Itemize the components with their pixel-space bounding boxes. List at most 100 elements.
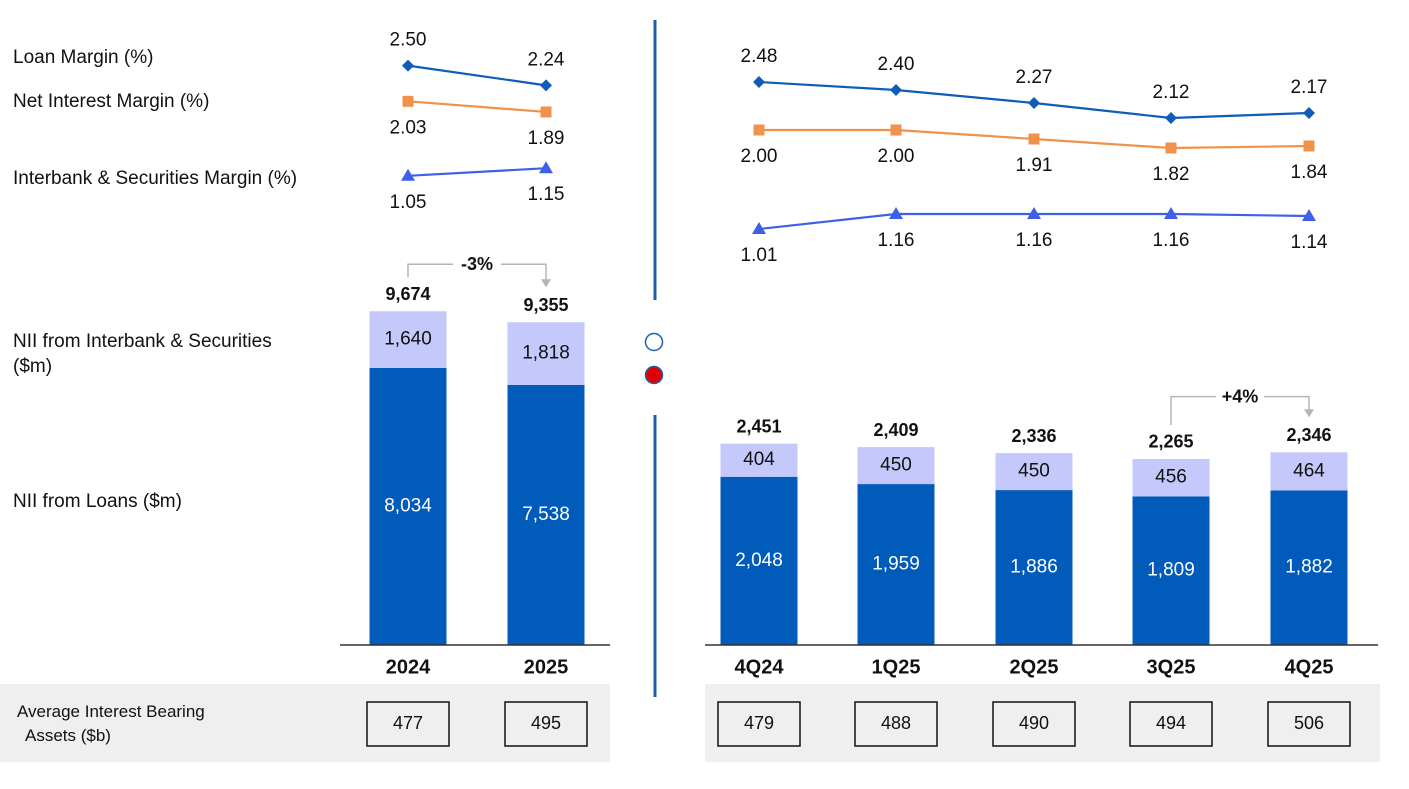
assets-box xyxy=(1267,701,1351,747)
bar xyxy=(995,490,1073,645)
assets-value: 477 xyxy=(393,713,423,733)
assets-box xyxy=(504,701,588,747)
x-tick-label: 1Q25 xyxy=(872,656,921,678)
bar xyxy=(857,447,935,485)
change-label-bg xyxy=(1216,384,1264,409)
data-label: 1.82 xyxy=(1153,164,1190,185)
legend-label: Net Interest Margin (%) xyxy=(13,91,210,112)
data-label: 2.40 xyxy=(878,54,915,75)
bar xyxy=(1270,452,1348,491)
marker xyxy=(890,84,902,96)
data-label: 450 xyxy=(880,455,912,476)
data-label: 1,640 xyxy=(384,329,432,350)
assets-value: 488 xyxy=(881,713,911,733)
change-label: +4% xyxy=(1222,386,1259,406)
bar xyxy=(369,311,447,368)
total-label: 2,336 xyxy=(1011,426,1056,446)
assets-band xyxy=(0,684,610,762)
data-label: 456 xyxy=(1155,467,1187,488)
bar xyxy=(1132,496,1210,645)
marker xyxy=(753,76,765,88)
change-arrow xyxy=(541,279,551,288)
data-label: 2,048 xyxy=(735,550,783,571)
data-label: 2.00 xyxy=(878,146,915,167)
change-label: -3% xyxy=(461,254,493,274)
data-label: 2.00 xyxy=(741,146,778,167)
data-label: 1,882 xyxy=(1285,557,1333,578)
change-label-bg xyxy=(453,252,501,277)
data-label: 1.05 xyxy=(390,192,427,213)
data-label: 1.14 xyxy=(1291,232,1328,253)
data-label: 1.84 xyxy=(1291,162,1328,183)
marker xyxy=(889,207,903,219)
marker xyxy=(402,59,414,72)
data-label: 8,034 xyxy=(384,495,432,516)
marker xyxy=(1028,97,1040,109)
total-label: 9,674 xyxy=(385,284,430,304)
bar xyxy=(995,453,1073,491)
total-label: 2,346 xyxy=(1286,425,1331,445)
data-label: 2.12 xyxy=(1153,82,1190,103)
x-tick-label: 4Q24 xyxy=(735,656,785,678)
data-label: 1,818 xyxy=(522,343,570,364)
legend-label: Interbank & Securities Margin (%) xyxy=(13,168,298,189)
change-arrow xyxy=(1304,409,1314,418)
data-label: 1,809 xyxy=(1147,560,1195,581)
bar xyxy=(720,443,798,477)
data-label: 1.16 xyxy=(878,230,915,251)
x-tick-label: 4Q25 xyxy=(1285,656,1334,678)
assets-box xyxy=(854,701,938,747)
x-tick-label: 2025 xyxy=(524,656,569,678)
data-label: 1.16 xyxy=(1153,230,1190,251)
nav-dot[interactable] xyxy=(644,365,664,385)
data-label: 404 xyxy=(743,449,775,470)
assets-box xyxy=(717,701,801,747)
assets-box xyxy=(992,701,1076,747)
assets-label: Average Interest Bearing Assets ($b) xyxy=(17,702,205,745)
total-label: 2,451 xyxy=(736,416,781,436)
marker xyxy=(1302,209,1316,221)
data-label: 1.15 xyxy=(528,184,565,205)
data-label: 1.91 xyxy=(1016,155,1053,176)
marker xyxy=(1028,133,1040,145)
assets-value: 494 xyxy=(1156,713,1186,733)
data-label: 450 xyxy=(1018,461,1050,482)
marker xyxy=(1165,112,1177,124)
legend-label: NII from Interbank & Securities ($m) xyxy=(13,331,272,377)
data-label: 7,538 xyxy=(522,504,570,525)
data-label: 1,959 xyxy=(872,554,920,575)
line xyxy=(407,167,547,177)
marker xyxy=(753,124,765,136)
total-label: 9,355 xyxy=(523,295,568,315)
data-label: 2.17 xyxy=(1291,77,1328,98)
data-label: 464 xyxy=(1293,460,1325,481)
bar xyxy=(369,367,447,645)
legend-label: NII from Loans ($m) xyxy=(13,491,182,512)
bar xyxy=(507,322,585,385)
data-label: 1.16 xyxy=(1016,230,1053,251)
bar xyxy=(720,476,798,645)
marker xyxy=(540,79,552,92)
assets-value: 490 xyxy=(1019,713,1049,733)
marker xyxy=(752,222,766,234)
bar xyxy=(857,484,935,645)
bar xyxy=(1270,490,1348,645)
marker xyxy=(1303,107,1315,119)
x-tick-label: 2Q25 xyxy=(1010,656,1059,678)
data-label: 2.48 xyxy=(741,46,778,67)
legend-label: Loan Margin (%) xyxy=(13,47,154,68)
nav-dot[interactable] xyxy=(644,332,664,352)
line xyxy=(407,100,547,114)
data-label: 2.03 xyxy=(390,117,427,138)
total-label: 2,409 xyxy=(873,420,918,440)
marker xyxy=(1027,207,1041,219)
marker xyxy=(1303,140,1315,152)
marker xyxy=(539,161,553,174)
data-label: 2.50 xyxy=(390,30,427,51)
marker xyxy=(1165,142,1177,154)
total-label: 2,265 xyxy=(1148,432,1193,452)
assets-value: 479 xyxy=(744,713,774,733)
assets-box xyxy=(1129,701,1213,747)
